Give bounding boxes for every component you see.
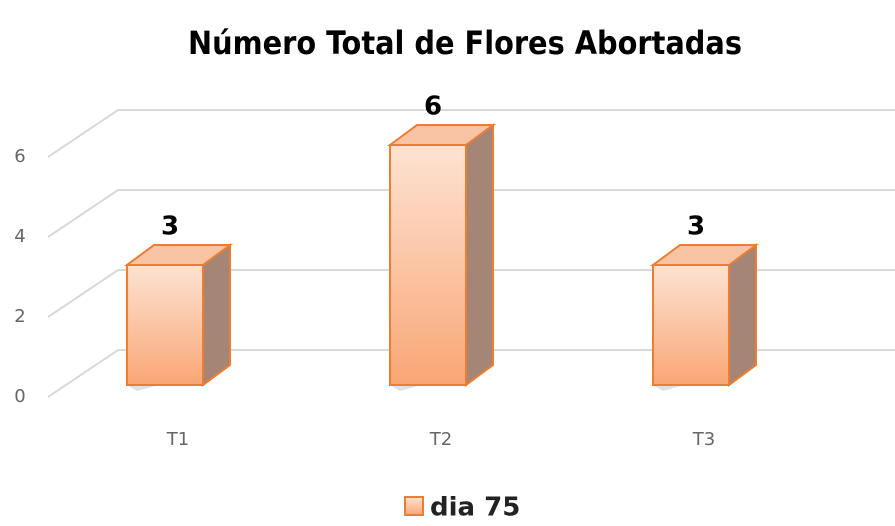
legend-swatch	[404, 496, 424, 516]
grid-line	[47, 349, 895, 398]
data-label: 3	[687, 212, 705, 242]
y-tick-label: 2	[14, 306, 25, 327]
x-tick-label: T1	[166, 429, 189, 450]
y-tick-label: 0	[14, 386, 25, 407]
bar	[126, 264, 204, 386]
grid-line	[47, 109, 895, 158]
bar	[389, 144, 467, 386]
chart-title: Número Total de Flores Abortadas	[188, 24, 742, 62]
data-label: 3	[161, 212, 179, 242]
grid-line	[47, 189, 895, 238]
y-tick-label: 4	[14, 226, 25, 247]
bar-side	[465, 123, 494, 387]
data-label: 6	[424, 92, 442, 122]
bar	[652, 264, 730, 386]
legend-label: dia 75	[430, 493, 520, 523]
bar-side	[202, 243, 231, 387]
bar-side	[728, 243, 757, 387]
y-tick-label: 6	[14, 146, 25, 167]
x-tick-label: T3	[692, 429, 715, 450]
x-tick-label: T2	[429, 429, 452, 450]
grid-line	[47, 269, 895, 318]
